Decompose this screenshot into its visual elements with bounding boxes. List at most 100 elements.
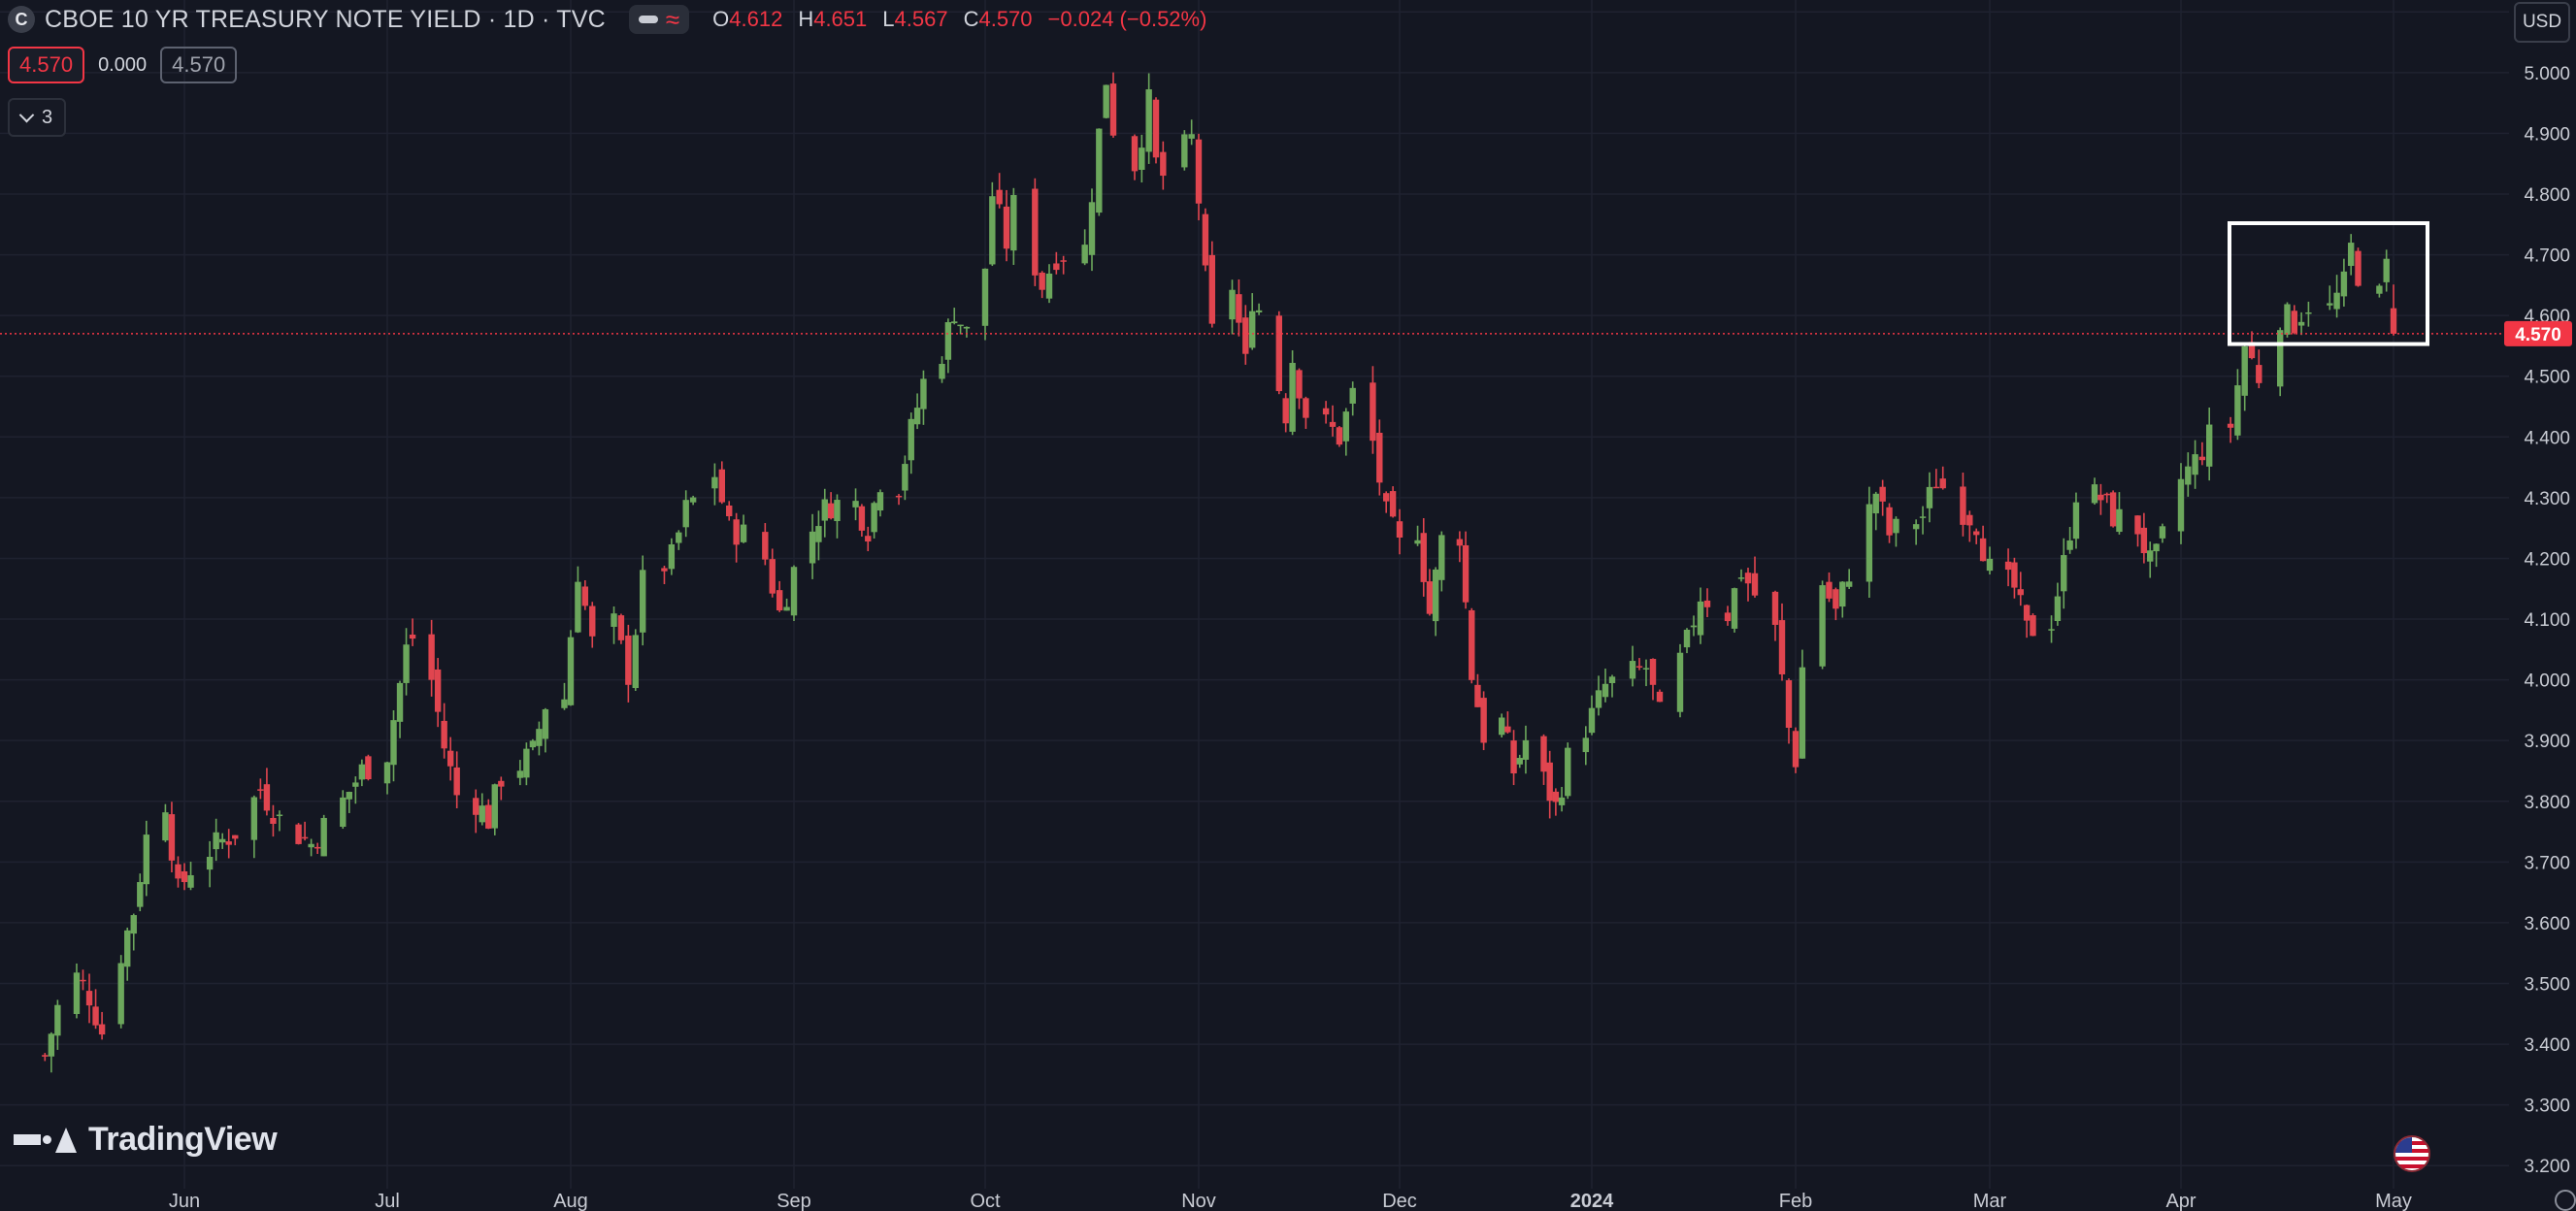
candle-body <box>162 812 169 841</box>
close-value: 4.570 <box>978 7 1033 31</box>
candle-body <box>1336 427 1343 445</box>
candle-body <box>1879 486 1886 502</box>
candle-body <box>2297 321 2305 326</box>
candle-body <box>1282 398 1289 424</box>
candle-body <box>2061 555 2067 592</box>
candle-body <box>1208 254 1215 324</box>
symbol-title[interactable]: CBOE 10 YR TREASURY NOTE YIELD · 1D · TV… <box>45 5 606 33</box>
symbol-badge[interactable]: C <box>8 6 35 33</box>
candle-body <box>2248 342 2256 359</box>
candle-body <box>1032 188 1039 276</box>
candle-body <box>733 519 740 545</box>
x-axis-tick-label: Feb <box>1779 1191 1812 1211</box>
candle-body <box>2004 561 2012 571</box>
candle-body <box>1103 84 1109 118</box>
settings-icon[interactable] <box>2555 1190 2576 1211</box>
candle-body <box>1255 310 1263 312</box>
candle-body <box>1676 652 1684 712</box>
candle-body <box>529 740 537 748</box>
candle-body <box>1249 311 1256 348</box>
y-axis-tick-label: 4.900 <box>2524 124 2570 145</box>
chevron-down-icon <box>18 107 35 122</box>
candle-body <box>611 613 617 627</box>
candle-body <box>2390 308 2397 334</box>
x-axis-tick-label: Jul <box>375 1191 400 1211</box>
candle-body <box>301 836 309 839</box>
candle-body <box>2192 454 2198 475</box>
candle-body <box>2147 550 2154 562</box>
candle-body <box>92 1006 99 1026</box>
candle-body <box>137 882 144 907</box>
indicators-toggle-button[interactable]: 3 <box>8 98 66 137</box>
candle-body <box>726 505 733 517</box>
candle-body <box>428 634 435 680</box>
candle-body <box>963 326 971 329</box>
candle-body <box>175 864 182 879</box>
candle-body <box>1872 493 1879 514</box>
candle-body <box>1582 737 1590 753</box>
y-axis-tick-label: 4.800 <box>2524 185 2570 206</box>
candle-body <box>1656 691 1664 703</box>
candle-body <box>939 363 945 379</box>
candle-body <box>989 196 996 265</box>
candle-body <box>1389 491 1397 517</box>
candle-body <box>783 606 790 611</box>
candle-body <box>1303 398 1309 418</box>
candle-body <box>1045 273 1053 299</box>
candle-body <box>2185 466 2192 485</box>
candle-body <box>1195 139 1203 204</box>
candle-body <box>769 559 776 594</box>
candle-body <box>2103 493 2110 496</box>
candle-body <box>441 720 447 749</box>
tradingview-logo-icon <box>14 1127 77 1153</box>
x-axis-tick-label: May <box>2375 1191 2412 1211</box>
candle-body <box>2291 311 2297 334</box>
candle-body <box>876 492 884 511</box>
candle-body <box>2340 271 2348 297</box>
candle-body <box>308 843 314 848</box>
y-axis-tick-label: 3.900 <box>2524 732 2570 752</box>
candle-body <box>42 1055 49 1057</box>
candle-body <box>2153 543 2160 552</box>
candle-body <box>1744 573 1752 584</box>
candle-body <box>2327 303 2333 306</box>
sell-button[interactable]: 4.570 <box>8 47 85 83</box>
x-axis-tick-label: Dec <box>1382 1191 1417 1211</box>
candle-body <box>1396 521 1404 538</box>
candle-body <box>479 805 485 823</box>
candle-body <box>2011 562 2018 588</box>
candle-body <box>1370 382 1376 442</box>
indicator-count: 3 <box>41 106 53 128</box>
candle-body <box>589 606 596 637</box>
us-flag-icon[interactable] <box>2394 1135 2430 1172</box>
y-axis-tick-label: 4.700 <box>2524 246 2570 267</box>
candle-body <box>1979 538 1987 562</box>
candle-body <box>1426 581 1434 614</box>
candle-body <box>143 835 150 885</box>
candle-body <box>2333 292 2340 310</box>
candle-body <box>352 782 359 787</box>
candle-body <box>320 817 327 857</box>
candle-body <box>2054 596 2062 621</box>
candle-body <box>1737 577 1745 579</box>
candle-body <box>1003 206 1010 249</box>
candle-body <box>1229 289 1236 320</box>
low-label: L <box>882 7 895 31</box>
candle-body <box>1504 726 1511 733</box>
candle-body <box>852 501 859 507</box>
chart-mode-pill[interactable]: ≈ <box>628 5 690 34</box>
candle-body <box>498 780 505 787</box>
y-axis-tick-label: 5.000 <box>2524 64 2570 84</box>
candle-body <box>2048 629 2055 631</box>
candle-body <box>2097 494 2104 501</box>
candle-body <box>358 764 366 780</box>
currency-button[interactable]: USD <box>2514 2 2570 43</box>
buy-button[interactable]: 4.570 <box>160 47 238 83</box>
candle-body <box>390 720 397 766</box>
candle-body <box>1629 661 1636 679</box>
low-value: 4.567 <box>894 7 948 31</box>
candle-body <box>1690 625 1698 628</box>
tradingview-logo[interactable]: TradingView <box>14 1121 278 1159</box>
candle-body <box>1242 317 1249 354</box>
